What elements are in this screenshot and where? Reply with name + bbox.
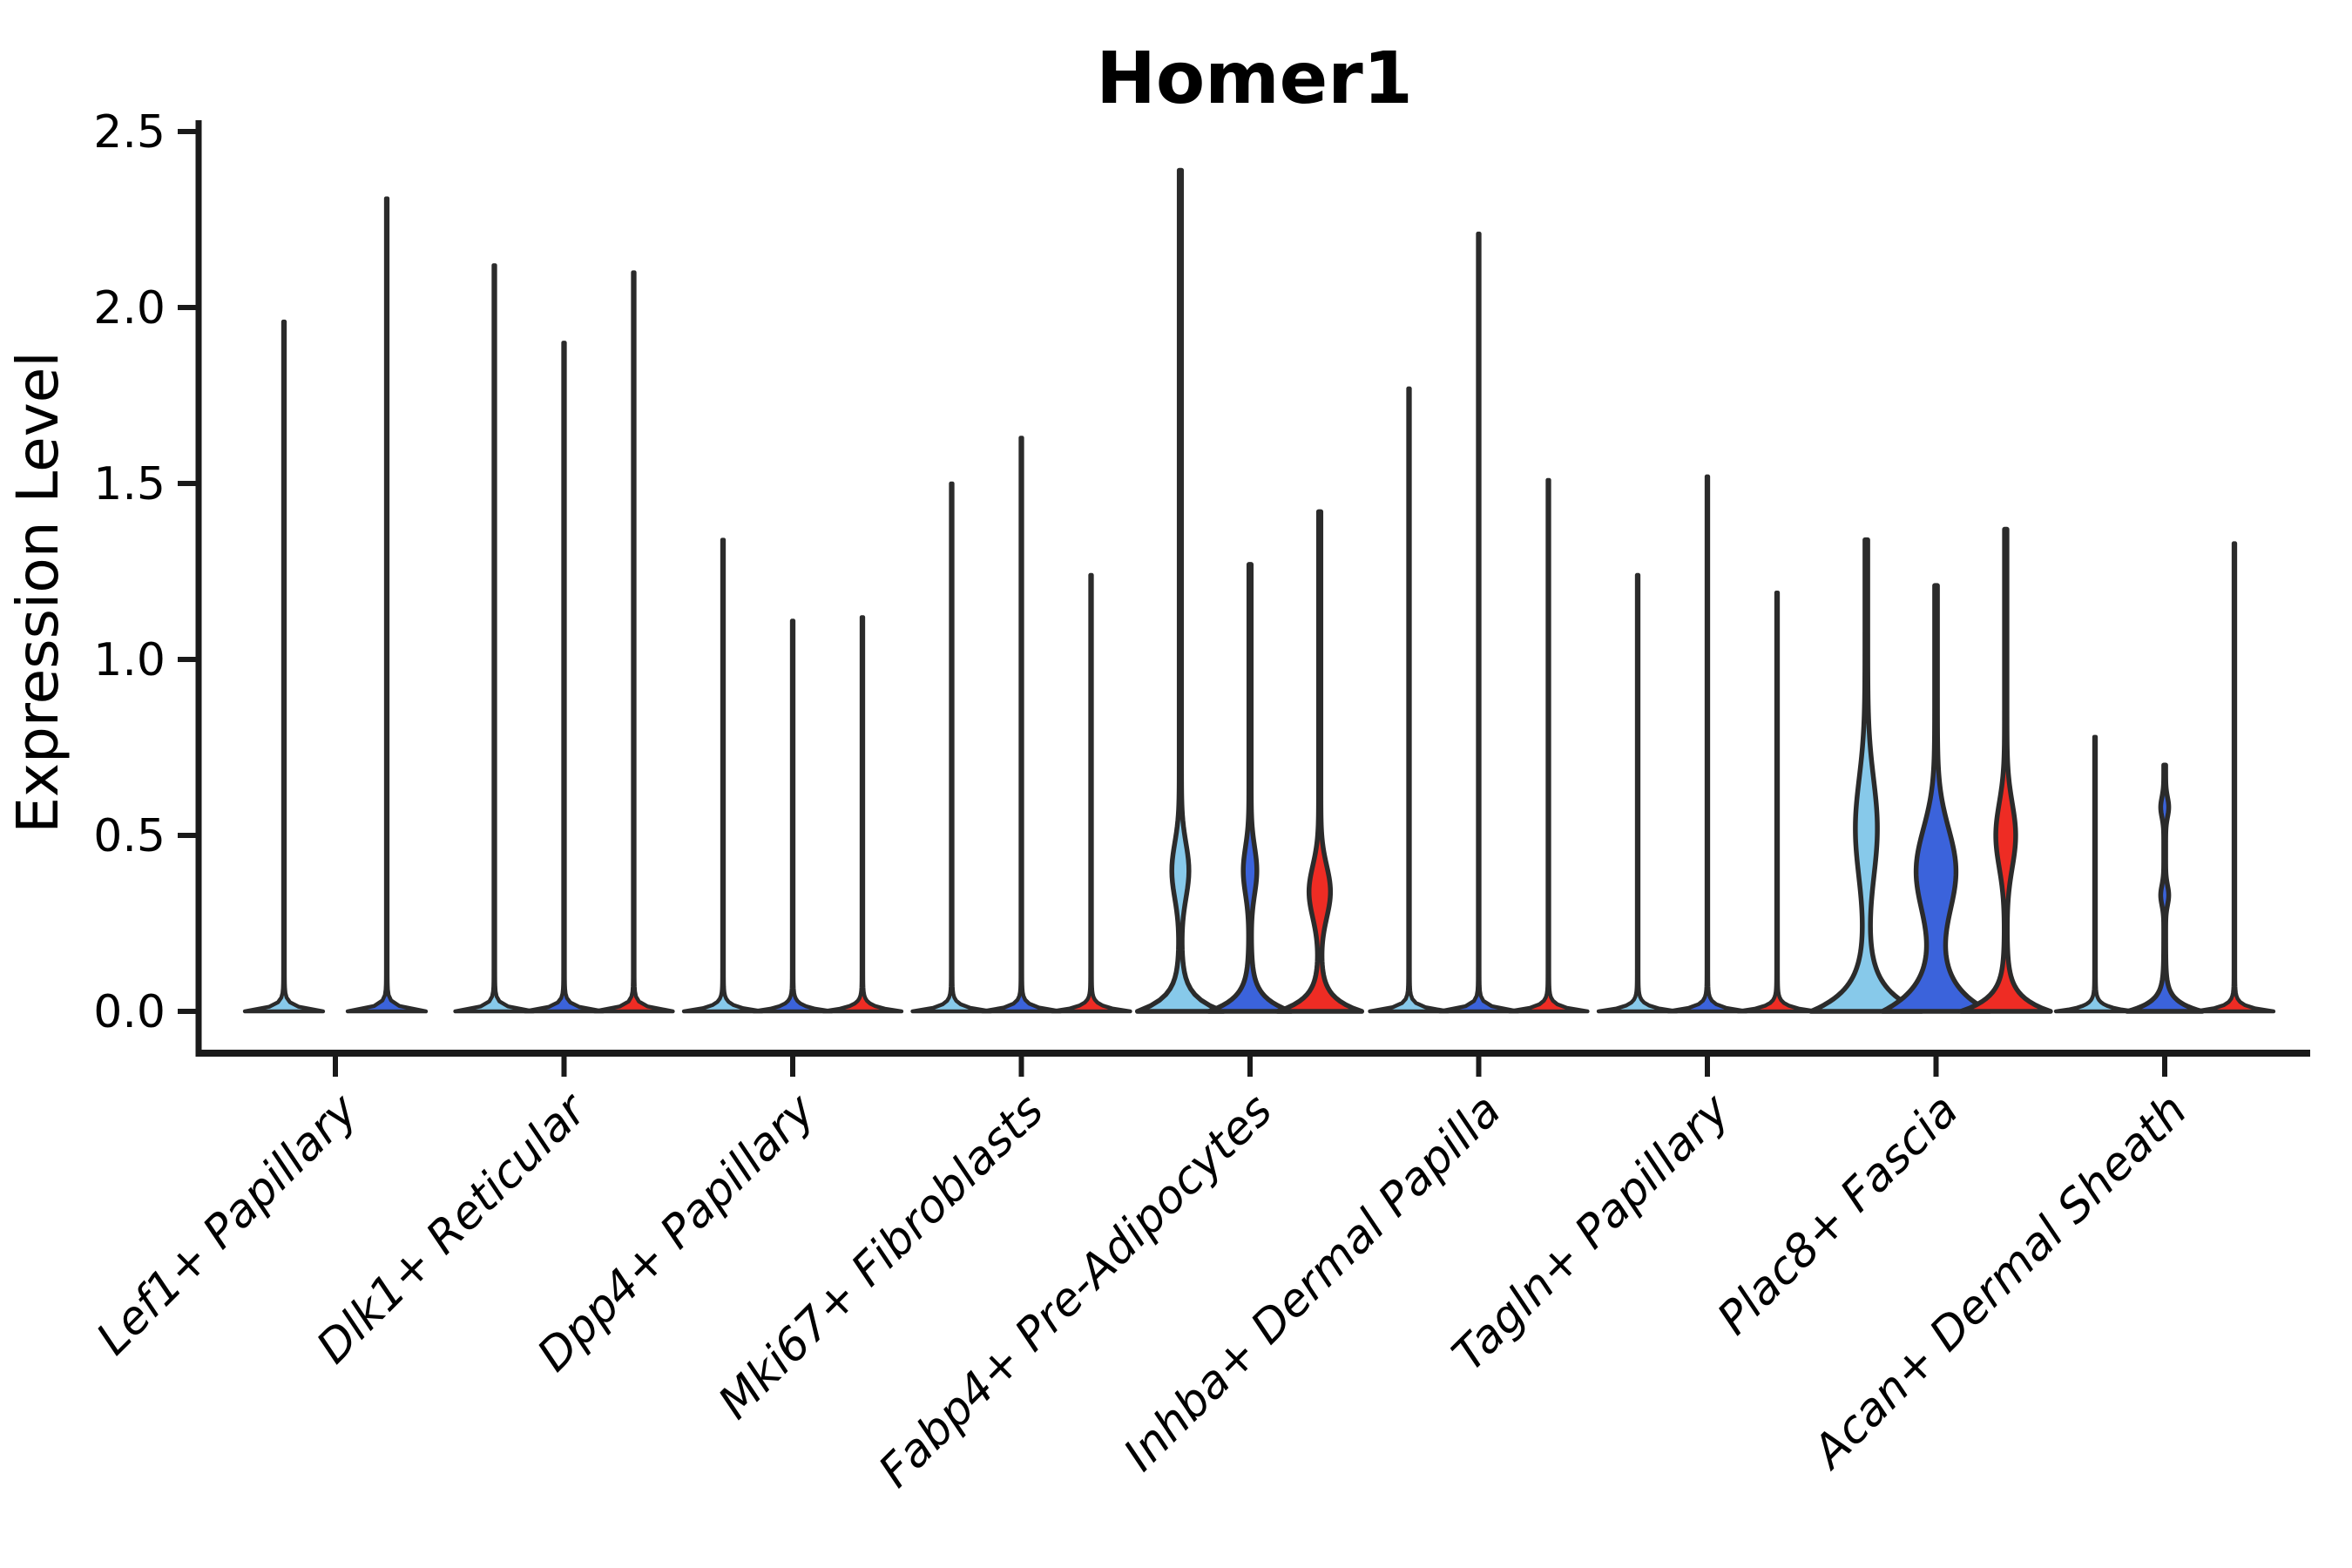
violin-fabp4-pre-adipocytes-blue	[1206, 562, 1294, 1014]
violin-plac8-fascia-blue	[1880, 583, 1992, 1014]
y-tick-label: 0.0	[93, 986, 166, 1038]
violin-plac8-fascia-red	[1958, 526, 2053, 1014]
violin-dlk1-reticular-red	[592, 270, 675, 1014]
y-tick-label: 2.5	[93, 106, 166, 159]
y-axis-title: Expression Level	[4, 351, 71, 833]
violin-lef1-papillary-blue	[345, 196, 429, 1014]
violin-mki67-fibroblasts-light_blue	[910, 481, 993, 1014]
violin-inhba-dermal-papilla-light_blue	[1368, 386, 1450, 1014]
violin-dlk1-reticular-light_blue	[453, 263, 536, 1014]
violin-mki67-fibroblasts-blue	[980, 436, 1063, 1014]
violin-dlk1-reticular-blue	[523, 341, 605, 1014]
y-tick-label: 1.5	[93, 458, 166, 510]
x-tick-label: Fabp4+ Pre-Adipocytes	[869, 1085, 1283, 1498]
violin-acan-dermal-sheath-red	[2193, 541, 2276, 1014]
y-tick-label: 0.5	[93, 810, 166, 862]
chart-title: Homer1	[1096, 37, 1413, 120]
violin-acan-dermal-sheath-blue	[2125, 762, 2205, 1014]
y-tick-label: 2.0	[93, 282, 166, 335]
x-tick-label: Acan+ Dermal Sheath	[1801, 1085, 2197, 1480]
violin-inhba-dermal-papilla-blue	[1437, 231, 1520, 1014]
violins-layer	[242, 167, 2276, 1014]
violin-dpp4-papillary-blue	[751, 618, 835, 1014]
violin-dpp4-papillary-red	[821, 615, 904, 1014]
violin-fabp4-pre-adipocytes-red	[1274, 509, 1365, 1014]
violin-acan-dermal-sheath-light_blue	[2053, 734, 2137, 1014]
y-tick-label: 1.0	[93, 634, 166, 686]
violin-inhba-dermal-papilla-red	[1507, 477, 1590, 1014]
violin-plac8-fascia-light_blue	[1808, 537, 1924, 1014]
violin-mki67-fibroblasts-red	[1050, 572, 1132, 1014]
violin-tagln-papillary-red	[1735, 590, 1819, 1014]
violin-lef1-papillary-light_blue	[242, 319, 326, 1014]
violin-tagln-papillary-light_blue	[1596, 572, 1680, 1014]
violin-tagln-papillary-blue	[1666, 474, 1749, 1014]
violin-fabp4-pre-adipocytes-light_blue	[1134, 167, 1227, 1014]
x-tick-label: Plac8+ Fascia	[1707, 1085, 1968, 1345]
violin-dpp4-papillary-light_blue	[681, 537, 765, 1014]
x-tick-label: Inhba+ Dermal Papilla	[1114, 1085, 1511, 1482]
